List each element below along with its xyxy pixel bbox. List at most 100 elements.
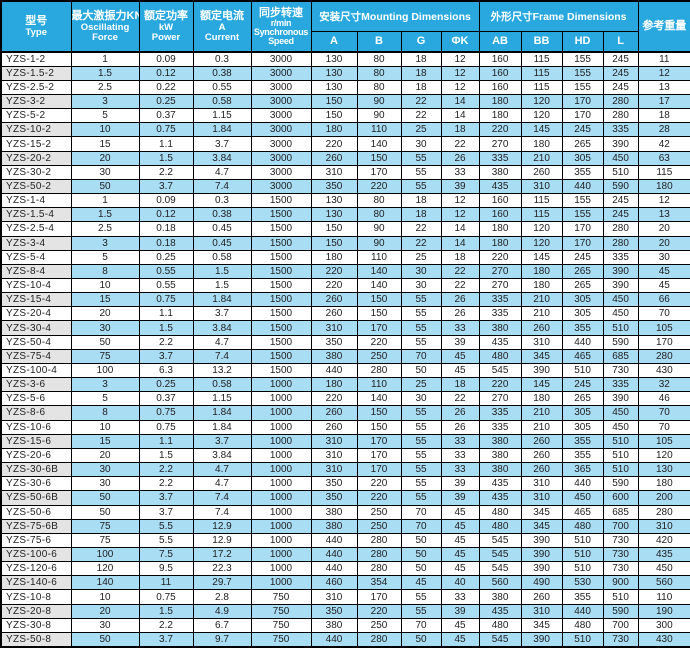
cell-value: 39 <box>440 490 480 506</box>
cell-model-type: YZS-3-2 <box>0 93 72 110</box>
cell-value: 32 <box>637 377 690 393</box>
cell-value: 115 <box>520 51 563 67</box>
cell-value: 170 <box>561 108 604 124</box>
cell-value: 20 <box>70 306 140 322</box>
cell-value: 18 <box>400 51 442 67</box>
cell-value: 11 <box>637 51 690 67</box>
cell-value: 305 <box>561 419 604 435</box>
table-row: YZS-30-2 30 2.2 4.7 3000 310 170 55 33 380 260 355 5… <box>0 164 690 180</box>
table-row: YZS-140-6 140 11 29.7 1000 460 354 45 40 560 490 53… <box>0 575 690 591</box>
cell-value: 180 <box>520 136 563 152</box>
cell-value: 465 <box>561 348 604 364</box>
cell-value: 430 <box>637 631 690 648</box>
cell-value: 45 <box>440 362 480 379</box>
cell-value: 390 <box>602 263 639 280</box>
cell-value: 350 <box>310 490 358 506</box>
cell-value: 55 <box>400 462 442 478</box>
cell-value: 590 <box>602 476 639 492</box>
cell-value: 270 <box>478 263 522 280</box>
cell-model-type: YZS-15-6 <box>0 433 72 449</box>
cell-value: 150 <box>310 93 358 110</box>
table-row: YZS-5-2 5 0.37 1.15 3000 150 90 22 14 180 120 170 28… <box>0 108 690 124</box>
cell-value: 180 <box>637 476 690 492</box>
cell-value: 3 <box>70 93 140 110</box>
cell-value: 450 <box>602 292 639 308</box>
cell-value: 55 <box>400 433 442 449</box>
cell-value: 270 <box>478 391 522 407</box>
cell-value: 260 <box>310 419 358 435</box>
cell-value: 50 <box>400 546 442 563</box>
cell-value: 13 <box>637 207 690 223</box>
cell-value: 120 <box>70 561 140 577</box>
cell-value: 1000 <box>250 546 312 563</box>
cell-value: 50 <box>400 561 442 577</box>
cell-value: 50 <box>70 334 140 350</box>
header-force: 最大激振力KN Oscillating Force <box>70 0 140 53</box>
cell-value: 180 <box>478 235 522 251</box>
cell-value: 245 <box>602 207 639 223</box>
cell-value: 270 <box>478 277 522 294</box>
cell-value: 480 <box>561 617 604 633</box>
cell-value: 120 <box>520 221 563 237</box>
cell-value: 0.25 <box>138 377 194 393</box>
cell-value: 1.5 <box>138 447 194 464</box>
table-row: YZS-75-4 75 3.7 7.4 1500 380 250 70 45 480 345 465 6… <box>0 348 690 364</box>
cell-value: 50 <box>70 178 140 195</box>
cell-value: 120 <box>637 447 690 464</box>
cell-value: 750 <box>250 617 312 633</box>
cell-value: 50 <box>70 504 140 520</box>
cell-value: 560 <box>637 575 690 591</box>
cell-value: 140 <box>356 136 402 152</box>
cell-value: 17.2 <box>192 546 252 563</box>
cell-value: 730 <box>602 546 639 563</box>
cell-value: 310 <box>520 178 563 195</box>
cell-model-type: YZS-30-8 <box>0 617 72 633</box>
cell-value: 355 <box>561 589 604 605</box>
cell-value: 440 <box>561 178 604 195</box>
cell-value: 3000 <box>250 122 312 138</box>
cell-value: 170 <box>561 93 604 110</box>
cell-value: 30 <box>637 249 690 265</box>
cell-value: 160 <box>478 51 522 67</box>
table-row: YZS-5-6 5 0.37 1.15 1000 220 140 30 22 270 180 265 3… <box>0 391 690 407</box>
cell-value: 1000 <box>250 391 312 407</box>
cell-value: 210 <box>520 150 563 166</box>
cell-value: 140 <box>356 391 402 407</box>
cell-model-type: YZS-1.5-2 <box>0 65 72 81</box>
cell-model-type: YZS-3-6 <box>0 377 72 393</box>
cell-value: 0.75 <box>138 405 194 421</box>
cell-value: 12 <box>637 193 690 209</box>
cell-value: 440 <box>561 476 604 492</box>
cell-model-type: YZS-50-6B <box>0 490 72 506</box>
cell-value: 5 <box>70 249 140 265</box>
cell-value: 260 <box>310 150 358 166</box>
cell-value: 310 <box>637 518 690 534</box>
cell-value: 145 <box>520 249 563 265</box>
cell-value: 3000 <box>250 79 312 95</box>
cell-value: 7.4 <box>192 490 252 506</box>
cell-value: 545 <box>478 546 522 563</box>
cell-value: 510 <box>561 532 604 548</box>
cell-model-type: YZS-30-2 <box>0 164 72 180</box>
cell-value: 150 <box>356 419 402 435</box>
cell-value: 0.37 <box>138 391 194 407</box>
cell-value: 545 <box>478 561 522 577</box>
cell-value: 2.8 <box>192 589 252 605</box>
cell-value: 380 <box>310 617 358 633</box>
cell-value: 180 <box>310 122 358 138</box>
cell-value: 260 <box>520 433 563 449</box>
cell-value: 305 <box>561 292 604 308</box>
header-type-zh: 型号 <box>25 15 48 28</box>
cell-value: 105 <box>637 433 690 449</box>
cell-value: 260 <box>520 320 563 336</box>
cell-value: 1.84 <box>192 405 252 421</box>
cell-value: 250 <box>356 617 402 633</box>
header-dim-bb: BB <box>520 30 563 53</box>
cell-value: 29.7 <box>192 575 252 591</box>
cell-value: 28 <box>637 122 690 138</box>
cell-value: 280 <box>602 108 639 124</box>
table-row: YZS-5-4 5 0.25 0.58 1500 180 110 25 18 220 145 245 3… <box>0 249 690 265</box>
cell-model-type: YZS-15-4 <box>0 292 72 308</box>
cell-value: 220 <box>356 178 402 195</box>
